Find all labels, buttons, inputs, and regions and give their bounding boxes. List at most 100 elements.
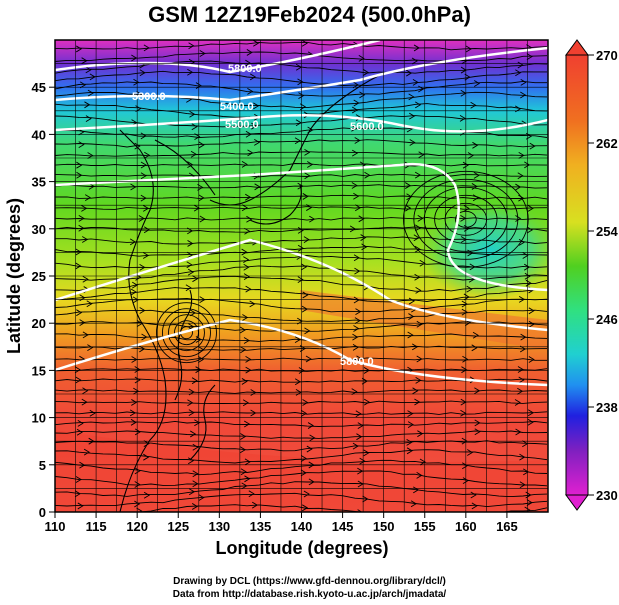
streamline-arrow bbox=[354, 204, 362, 212]
streamline-arrow bbox=[306, 445, 313, 453]
streamline-arrow bbox=[239, 326, 246, 334]
streamline-arrow bbox=[85, 115, 92, 123]
streamline-arrow bbox=[298, 92, 305, 99]
streamline-arrow bbox=[474, 419, 481, 427]
streamline-arrow bbox=[199, 215, 206, 223]
streamline-arrow bbox=[131, 356, 138, 363]
streamline-arrow bbox=[302, 504, 309, 512]
streamline-arrow bbox=[199, 50, 206, 57]
colorbar-tick-label: 262 bbox=[596, 136, 618, 151]
x-tick-label: 120 bbox=[126, 519, 148, 534]
streamline-arrow bbox=[524, 263, 531, 271]
streamline-arrow bbox=[466, 285, 473, 293]
streamline-arrow bbox=[75, 376, 82, 384]
streamline-arrow bbox=[130, 288, 137, 296]
streamline-arrow bbox=[246, 215, 253, 223]
y-tick-label: 5 bbox=[39, 458, 46, 473]
credit-drawing: Drawing by DCL (https://www.gfd-dennou.o… bbox=[173, 576, 446, 587]
streamline-arrow bbox=[351, 182, 358, 189]
streamline-arrow bbox=[129, 409, 137, 417]
streamline-arrow bbox=[241, 204, 248, 212]
streamline-arrow bbox=[192, 470, 199, 478]
streamline-arrow bbox=[242, 314, 249, 321]
streamline-arrow bbox=[243, 256, 250, 264]
streamline-arrow bbox=[82, 275, 89, 283]
x-tick-label: 165 bbox=[496, 519, 518, 534]
streamline-arrow bbox=[306, 204, 313, 211]
streamline-arrow bbox=[527, 204, 534, 212]
y-axis-ticks: 0 5 10 15 20 25 30 35 40 45 bbox=[32, 80, 55, 520]
streamline-arrow bbox=[247, 88, 254, 95]
streamline-arrow bbox=[357, 509, 363, 512]
streamline-arrow bbox=[471, 183, 478, 190]
streamline-arrow bbox=[301, 40, 308, 47]
streamline-arrow bbox=[75, 262, 82, 270]
streamline-arrow bbox=[243, 420, 251, 428]
streamline-arrow bbox=[414, 224, 422, 232]
streamline-arrow bbox=[248, 490, 255, 498]
streamline-arrow bbox=[526, 499, 533, 507]
streamline-arrow bbox=[297, 276, 304, 284]
streamline-arrow bbox=[245, 355, 252, 363]
streamline-arrow bbox=[84, 194, 92, 202]
streamline-arrow bbox=[351, 106, 359, 114]
streamline-arrow bbox=[84, 101, 91, 109]
x-tick-label: 130 bbox=[208, 519, 230, 534]
streamline-arrow bbox=[528, 356, 535, 363]
y-tick-label: 20 bbox=[32, 316, 46, 331]
y-tick-label: 15 bbox=[32, 363, 46, 378]
streamline-arrow bbox=[245, 193, 252, 201]
x-tick-label: 140 bbox=[291, 519, 313, 534]
streamline-arrow bbox=[197, 183, 204, 191]
streamline-arrow bbox=[89, 73, 96, 81]
streamline-arrow bbox=[82, 387, 89, 395]
contour-label-5: 5600.0 bbox=[350, 121, 384, 133]
streamline-arrow bbox=[140, 132, 147, 140]
grid-lines bbox=[54, 39, 549, 513]
streamline-arrow bbox=[243, 273, 250, 281]
colorbar-bottom-arrow bbox=[565, 494, 589, 511]
streamline-arrow bbox=[529, 142, 536, 150]
streamline-arrow bbox=[250, 389, 257, 396]
streamline-arrow bbox=[191, 503, 199, 510]
streamline-arrow bbox=[461, 308, 468, 316]
x-axis-ticks: 110 115 120 125 130 135 140 145 150 155 160 165 bbox=[45, 512, 518, 534]
streamline-arrow bbox=[194, 419, 201, 427]
colorbar-tick-label: 246 bbox=[596, 312, 618, 327]
streamline-swirl bbox=[162, 308, 211, 358]
streamline-arrow bbox=[85, 511, 87, 512]
streamline-arrow bbox=[520, 333, 527, 341]
streamline-arrow bbox=[144, 151, 151, 159]
temperature-field bbox=[55, 40, 548, 512]
streamline-arrow bbox=[188, 323, 195, 331]
colorbar-tick-label: 230 bbox=[596, 488, 618, 503]
streamline-arrow bbox=[409, 139, 416, 146]
streamline-arrow bbox=[244, 227, 251, 235]
map-title: GSM 12Z19Feb2024 (500.0hPa) bbox=[148, 2, 471, 27]
streamline-arrow bbox=[410, 500, 417, 508]
streamline-arrow bbox=[185, 284, 192, 292]
streamline-arrow bbox=[414, 101, 422, 109]
streamline-arrow bbox=[363, 398, 371, 406]
streamline-arrow bbox=[363, 449, 370, 457]
streamline-swirl bbox=[156, 302, 217, 364]
streamline-arrow bbox=[309, 215, 316, 223]
streamline-arrow bbox=[77, 502, 84, 510]
streamline-arrow bbox=[472, 331, 479, 339]
streamline-arrow bbox=[134, 500, 141, 508]
streamline-arrow bbox=[198, 194, 205, 202]
streamline-arrow bbox=[473, 80, 481, 87]
streamline-arrow bbox=[301, 263, 308, 271]
streamline-arrow bbox=[351, 388, 358, 395]
streamline-arrow bbox=[408, 297, 415, 305]
streamline-arrow bbox=[192, 443, 199, 451]
streamline-arrow bbox=[143, 44, 150, 52]
streamline-arrow bbox=[413, 44, 420, 52]
x-tick-label: 160 bbox=[455, 519, 477, 534]
streamline-arrow bbox=[297, 226, 304, 234]
streamline-arrow bbox=[140, 194, 147, 202]
streamline-arrow bbox=[404, 182, 412, 189]
streamline-arrow bbox=[517, 387, 524, 395]
streamline-arrow bbox=[188, 42, 195, 50]
